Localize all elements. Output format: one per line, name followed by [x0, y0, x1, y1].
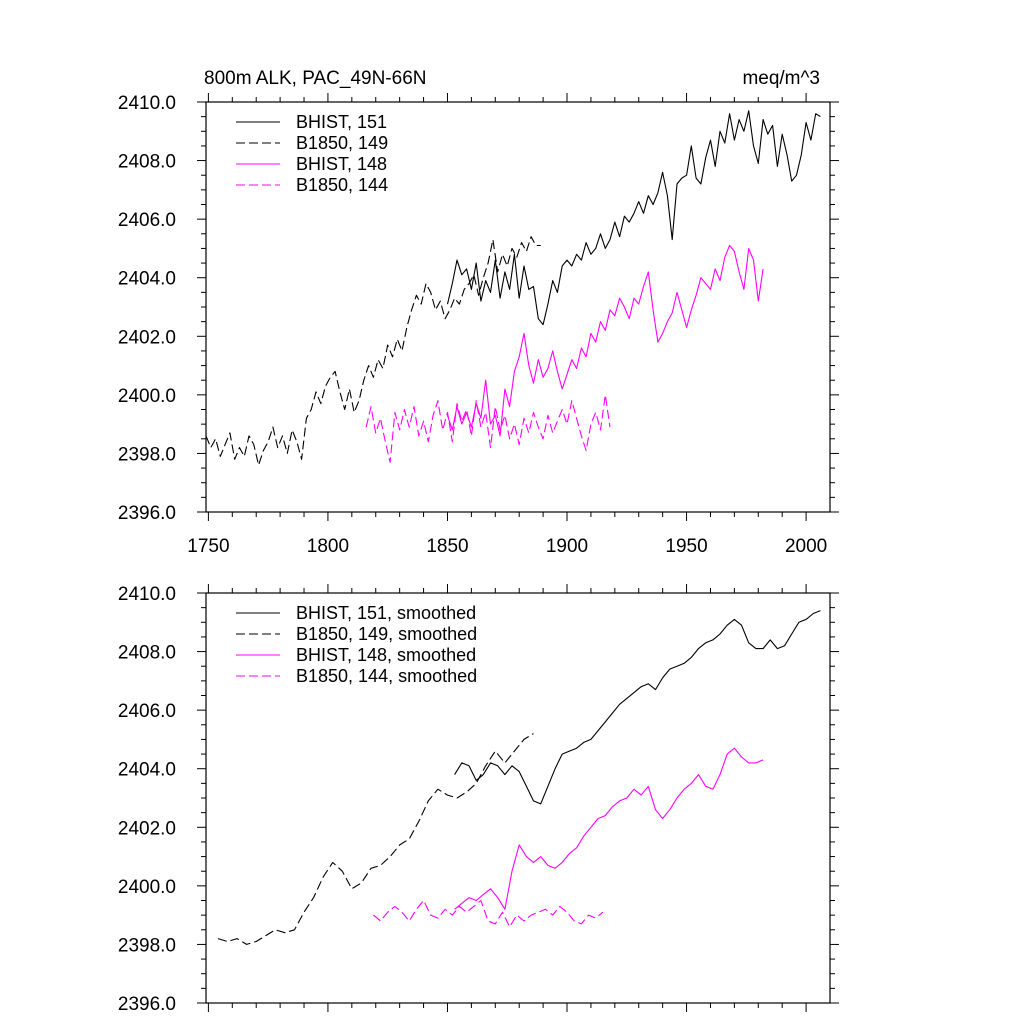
x-tick-label: 1850	[426, 536, 468, 557]
series-line-4	[365, 394, 611, 463]
y-tick-label: 2408.0	[118, 643, 176, 664]
y-tick-label: 2400.0	[118, 877, 176, 898]
legend-label: BHIST, 148, smoothed	[296, 645, 476, 665]
x-tick-label: 1900	[546, 536, 588, 557]
y-tick-label: 2408.0	[118, 152, 176, 173]
series-line-3	[454, 747, 764, 910]
series-line-3	[446, 244, 764, 437]
x-tick-label: 1750	[187, 536, 229, 557]
y-tick-label: 2398.0	[118, 444, 176, 465]
legend-label: BHIST, 151	[296, 112, 387, 132]
x-axis-ticks: 1750 1800 1850 1900 1950 2000	[187, 93, 827, 557]
y-axis-ticks: 2396.0 2398.0 2400.0 2402.0 2404.0 2406.0 2408…	[118, 584, 839, 1015]
y-tick-label: 2396.0	[118, 503, 176, 524]
bottom-panel: 2396.0 2398.0 2400.0 2402.0 2404.0 2406.0 2408…	[118, 584, 839, 1015]
y-axis-ticks: 2396.0 2398.0 2400.0 2402.0 2404.0 2406.0 2408…	[118, 93, 839, 524]
series-lines	[217, 610, 821, 945]
top-panel: 1750 1800 1850 1900 1950 2000 2396.0 2398.0 2400…	[118, 93, 839, 557]
legend-label: BHIST, 148	[296, 154, 387, 174]
y-tick-label: 2402.0	[118, 327, 176, 348]
y-tick-label: 2404.0	[118, 269, 176, 290]
legend-label: B1850, 149	[296, 133, 388, 153]
y-tick-label: 2410.0	[118, 93, 176, 114]
x-axis-ticks	[207, 584, 807, 1012]
x-tick-label: 1950	[665, 536, 707, 557]
series-line-4	[373, 899, 604, 928]
series-line-1	[454, 610, 821, 805]
y-tick-label: 2402.0	[118, 818, 176, 839]
series-line-2	[205, 236, 541, 466]
y-tick-label: 2396.0	[118, 994, 176, 1015]
series-lines	[205, 110, 821, 466]
chart-title: 800m ALK, PAC_49N-66N	[204, 68, 427, 89]
series-line-2	[217, 733, 534, 945]
legend-label: BHIST, 151, smoothed	[296, 603, 476, 623]
y-tick-label: 2410.0	[118, 584, 176, 605]
x-tick-label: 1800	[307, 536, 349, 557]
units-label: meq/m^3	[742, 68, 820, 89]
y-tick-label: 2398.0	[118, 935, 176, 956]
y-tick-label: 2406.0	[118, 210, 176, 231]
legend-label: B1850, 144, smoothed	[296, 666, 477, 686]
legend-label: B1850, 149, smoothed	[296, 624, 477, 644]
x-tick-label: 2000	[785, 536, 827, 557]
y-tick-label: 2400.0	[118, 386, 176, 407]
series-line-1	[446, 110, 821, 326]
y-tick-label: 2404.0	[118, 760, 176, 781]
legend-label: B1850, 144	[296, 175, 388, 195]
y-tick-label: 2406.0	[118, 701, 176, 722]
